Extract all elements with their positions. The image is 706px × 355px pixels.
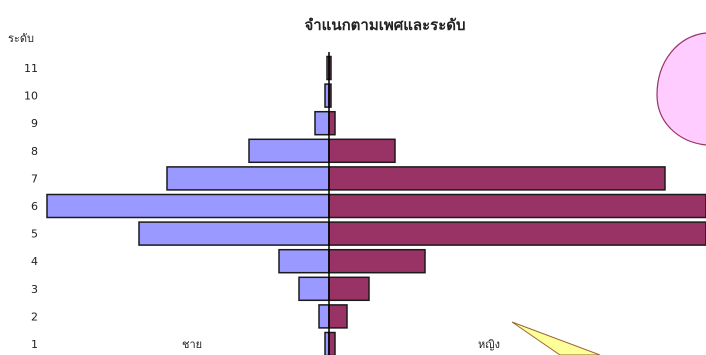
bar-male-level-8 [248, 138, 330, 164]
chart-title: จำแนกตามเพศและระดับ [304, 16, 465, 34]
bar-female-level-3 [328, 276, 370, 302]
yellow-callout-pointer [511, 321, 601, 355]
tick-label-3: 3 [31, 283, 38, 296]
series-label-female: หญิง [478, 338, 500, 351]
bar-female-level-1 [328, 331, 336, 355]
female-bars [328, 55, 706, 355]
bar-male-level-2 [318, 304, 330, 329]
bar-male-level-5 [138, 221, 330, 246]
bar-male-level-3 [298, 276, 330, 302]
bar-male-level-4 [278, 248, 330, 274]
bar-female-level-7 [328, 166, 666, 191]
tick-label-10: 10 [24, 90, 38, 103]
pink-speech-bubble [656, 32, 706, 146]
tick-label-6: 6 [31, 200, 38, 213]
bar-male-level-7 [166, 166, 330, 191]
bar-male-level-6 [46, 193, 330, 219]
level-tick-labels: 11 10 9 8 7 6 5 4 3 2 1 [24, 62, 38, 351]
tick-label-7: 7 [31, 172, 38, 185]
tick-label-9: 9 [31, 117, 38, 130]
tick-label-11: 11 [24, 62, 38, 75]
tick-label-5: 5 [31, 228, 38, 241]
series-label-male: ชาย [182, 338, 202, 351]
bar-female-level-8 [328, 138, 396, 164]
tick-label-2: 2 [31, 310, 38, 323]
tick-label-4: 4 [31, 255, 38, 268]
y-axis-label: ระดับ [8, 32, 34, 45]
bar-female-level-9 [328, 110, 336, 136]
bar-female-level-2 [328, 304, 348, 329]
bar-male-level-9 [314, 110, 330, 136]
tick-label-1: 1 [31, 338, 38, 351]
bar-female-level-5 [328, 221, 706, 246]
male-bars [46, 55, 330, 355]
bar-female-level-6 [328, 193, 706, 219]
tick-label-8: 8 [31, 145, 38, 158]
bar-female-level-4 [328, 248, 426, 274]
